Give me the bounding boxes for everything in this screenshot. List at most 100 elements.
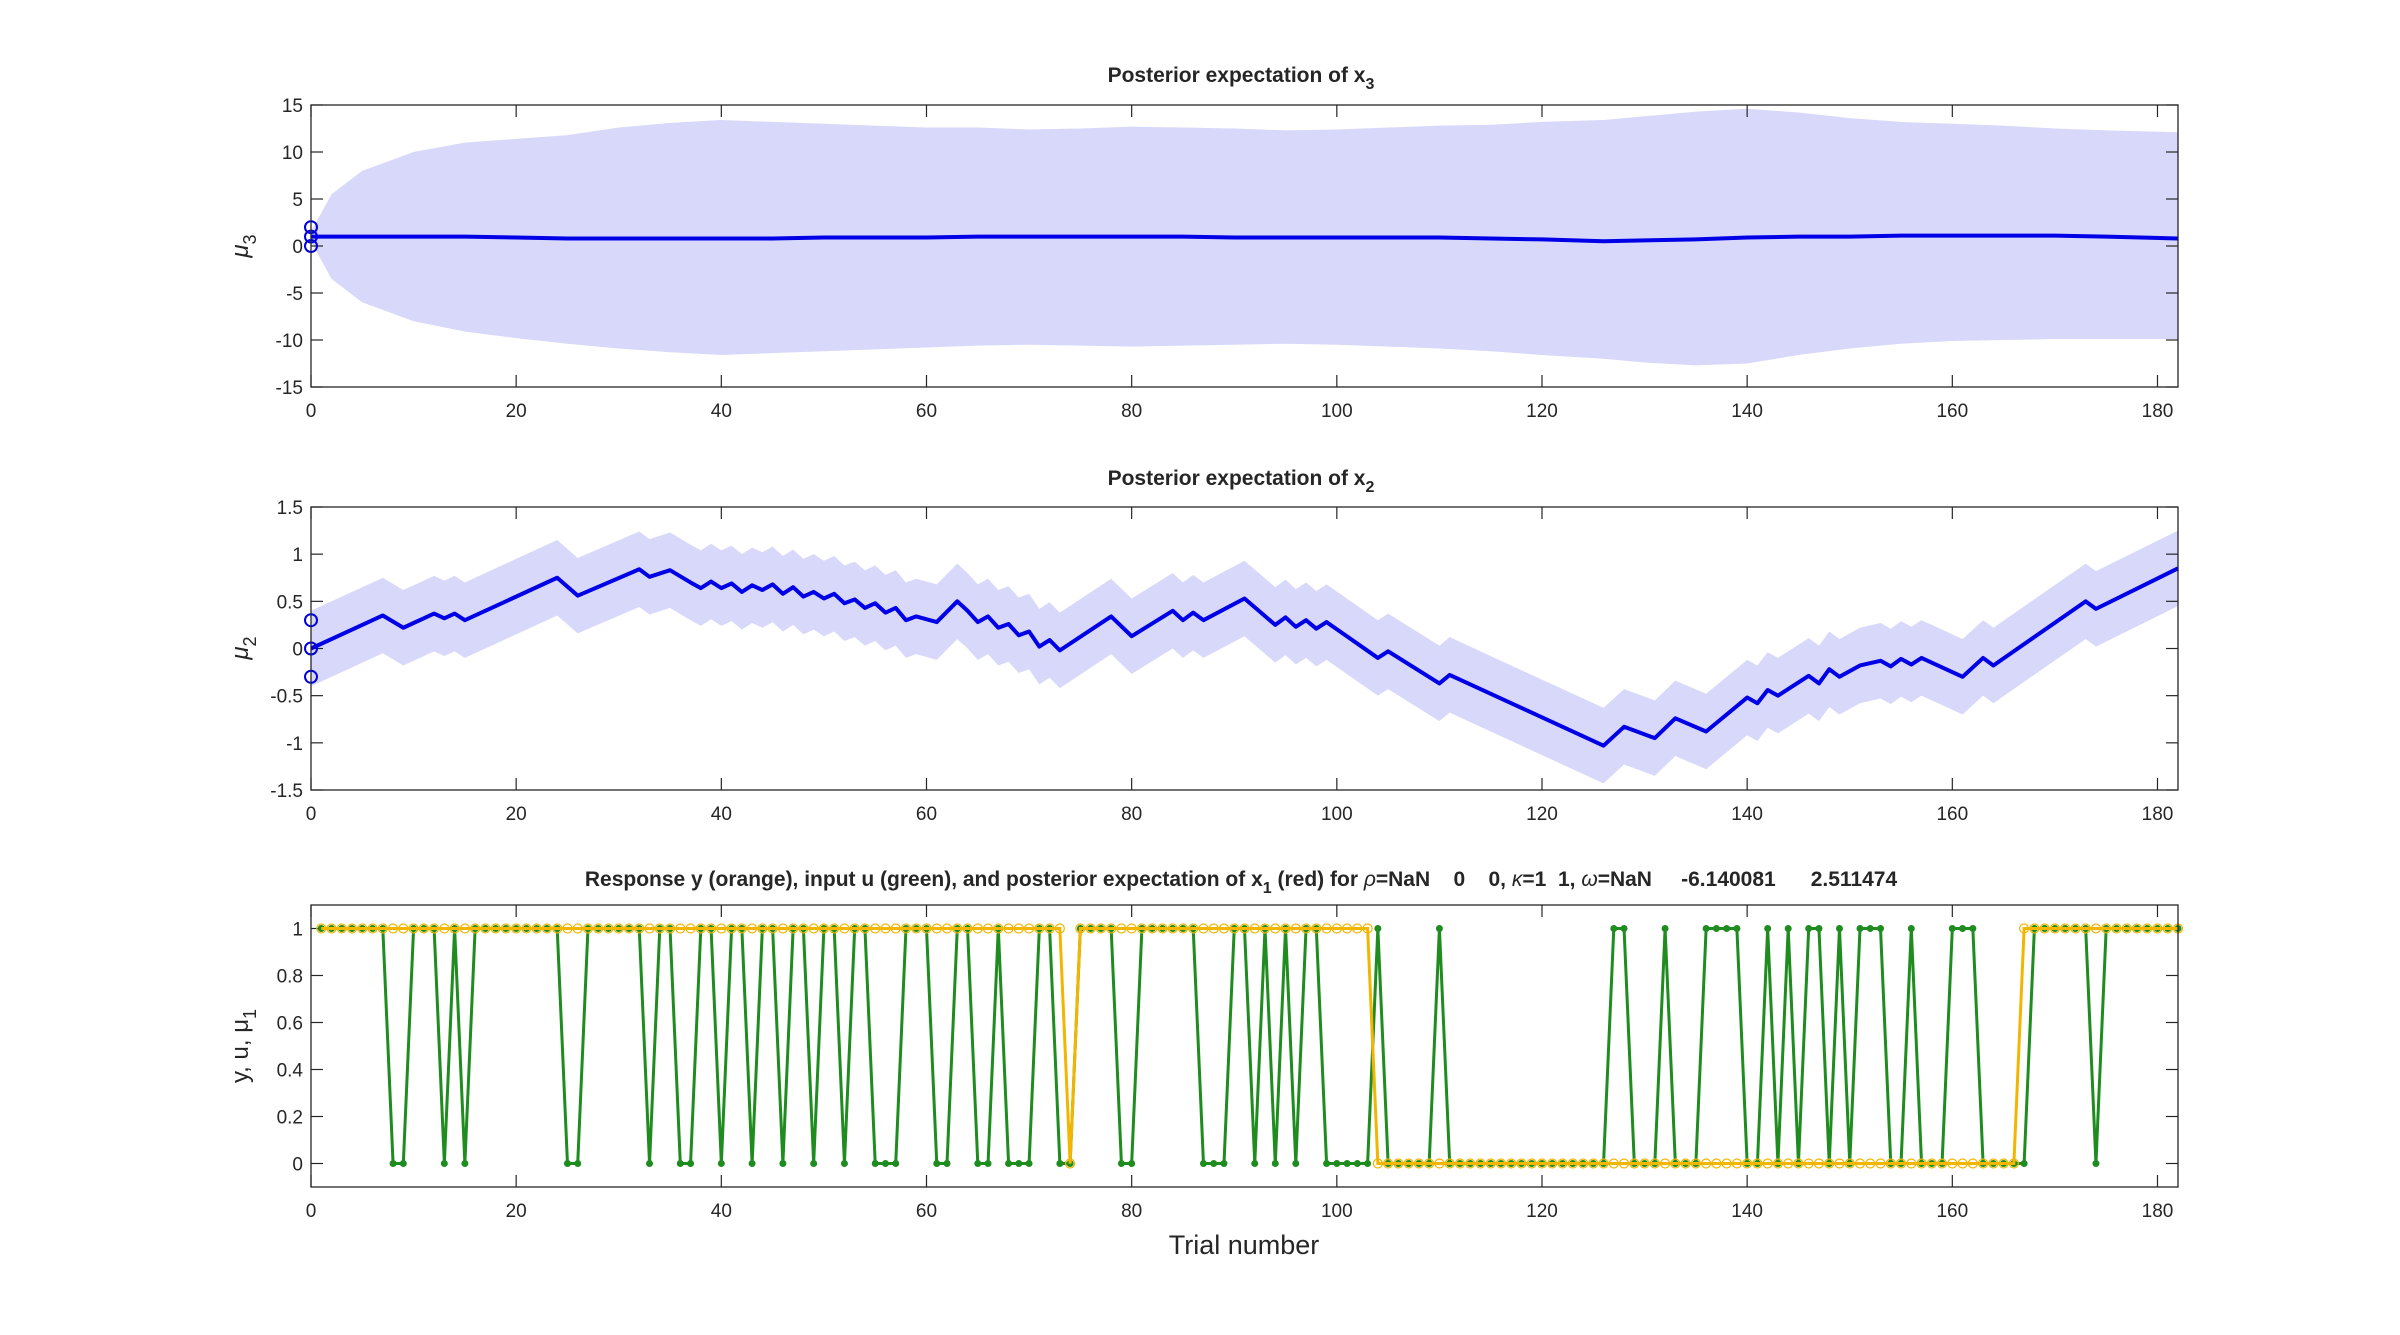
response-y-point — [726, 923, 737, 934]
panel-x1-input-u-series — [317, 925, 2182, 1167]
x-tick-label: 40 — [711, 1201, 732, 1222]
response-y-point — [1300, 923, 1312, 934]
response-y-point — [1803, 1158, 1814, 1169]
input-u-point — [1856, 925, 1864, 932]
response-y-point — [1393, 1158, 1404, 1169]
response-y-point — [1721, 1158, 1732, 1169]
y-tick-label: -0.5 — [270, 687, 303, 708]
x-tick-label: 160 — [1936, 804, 1968, 825]
panel-x1-ylabel-text: y, u, μ — [227, 1019, 254, 1083]
response-y-point — [1229, 923, 1240, 934]
response-y-point — [2080, 923, 2091, 934]
response-y-point — [2152, 923, 2163, 934]
response-y-point — [1742, 1158, 1753, 1169]
input-u-point — [779, 1160, 787, 1167]
response-y-point — [1762, 1158, 1773, 1169]
panel-x2-variance-band — [311, 530, 2178, 784]
response-y-point — [839, 923, 850, 934]
response-y-point — [644, 923, 655, 934]
response-y-point — [757, 923, 768, 934]
response-y-point — [2090, 923, 2102, 934]
panel-x3-y-axis-label: μ3 — [227, 234, 260, 258]
response-y-point — [346, 923, 358, 934]
response-y-point — [439, 923, 450, 934]
response-y-point — [2101, 923, 2112, 934]
response-y-point — [695, 923, 706, 934]
x-tick-label: 0 — [306, 1201, 317, 1222]
input-u-point — [2092, 1160, 2100, 1167]
input-u-point — [871, 1160, 879, 1167]
response-y-point — [1444, 1158, 1455, 1169]
response-y-point — [890, 923, 901, 934]
input-u-point — [810, 1160, 818, 1167]
response-y-point — [2039, 923, 2050, 934]
y-tick-label: 0 — [292, 237, 303, 258]
input-u-point — [1333, 1160, 1341, 1167]
input-u-point — [563, 1160, 571, 1167]
response-y-point — [1598, 1158, 1609, 1169]
response-y-point — [490, 923, 501, 934]
input-u-point — [461, 1160, 469, 1167]
x-tick-label: 20 — [506, 804, 527, 825]
input-u-point — [1210, 1160, 1218, 1167]
response-y-point — [1557, 1158, 1568, 1169]
response-y-point — [952, 923, 963, 934]
input-u-point — [984, 1160, 992, 1167]
response-y-point — [1752, 1158, 1763, 1169]
response-y-point — [1126, 923, 1137, 934]
x-tick-label: 100 — [1321, 401, 1353, 422]
response-y-point — [1485, 1158, 1496, 1169]
input-u-point — [717, 1160, 725, 1167]
response-y-point — [1290, 923, 1301, 934]
response-y-point — [1136, 923, 1148, 934]
x-tick-label: 40 — [711, 401, 732, 422]
response-y-point — [1013, 923, 1024, 934]
response-y-point — [1536, 1158, 1548, 1169]
response-y-point — [1331, 923, 1342, 934]
response-y-point — [1413, 1158, 1424, 1169]
response-y-point — [736, 923, 747, 934]
input-u-point — [1805, 925, 1813, 932]
response-y-point — [1711, 1158, 1722, 1169]
x-tick-label: 80 — [1121, 401, 1142, 422]
response-y-point — [1875, 1158, 1886, 1169]
response-y-point — [377, 923, 388, 934]
response-y-point — [398, 923, 409, 934]
response-y-point — [1813, 1158, 1825, 1169]
response-y-point — [459, 923, 470, 934]
panel-x1-title-kappa: κ — [1512, 868, 1524, 891]
response-y-point — [2060, 923, 2071, 934]
response-y-point — [1116, 923, 1127, 934]
input-u-point — [1620, 925, 1628, 932]
response-y-point — [777, 923, 788, 934]
panel-x2-x-tick-labels: 0 20 40 60 80 100 120 140 160 180 — [306, 804, 2174, 825]
variance-band-area — [311, 530, 2178, 784]
response-y-point — [1844, 1158, 1855, 1169]
response-y-point — [1629, 1158, 1640, 1169]
x-tick-label: 160 — [1936, 1201, 1968, 1222]
response-y-point — [1680, 1158, 1691, 1169]
response-y-point — [870, 923, 881, 934]
response-y-point — [705, 923, 717, 934]
response-y-point — [1434, 1158, 1445, 1169]
response-y-point — [747, 923, 758, 934]
response-y-point — [1188, 923, 1199, 934]
input-u-point — [1220, 1160, 1228, 1167]
panel-x3-title-subscript: 3 — [1366, 76, 1375, 93]
input-u-point — [1815, 925, 1823, 932]
response-y-point — [1895, 1158, 1907, 1169]
response-y-point — [1177, 923, 1189, 934]
input-u-point — [1292, 1160, 1300, 1167]
response-y-point — [500, 923, 512, 934]
response-y-point — [1988, 1158, 1999, 1169]
response-y-point — [582, 923, 594, 934]
input-u-point — [1835, 925, 1843, 932]
input-u-point — [1117, 1160, 1125, 1167]
response-y-point — [1106, 923, 1117, 934]
input-u-point — [1959, 925, 1967, 932]
response-y-line — [321, 927, 2178, 1165]
response-y-point — [685, 923, 696, 934]
input-u-point — [1661, 925, 1669, 932]
y-tick-label: 0 — [292, 640, 303, 661]
